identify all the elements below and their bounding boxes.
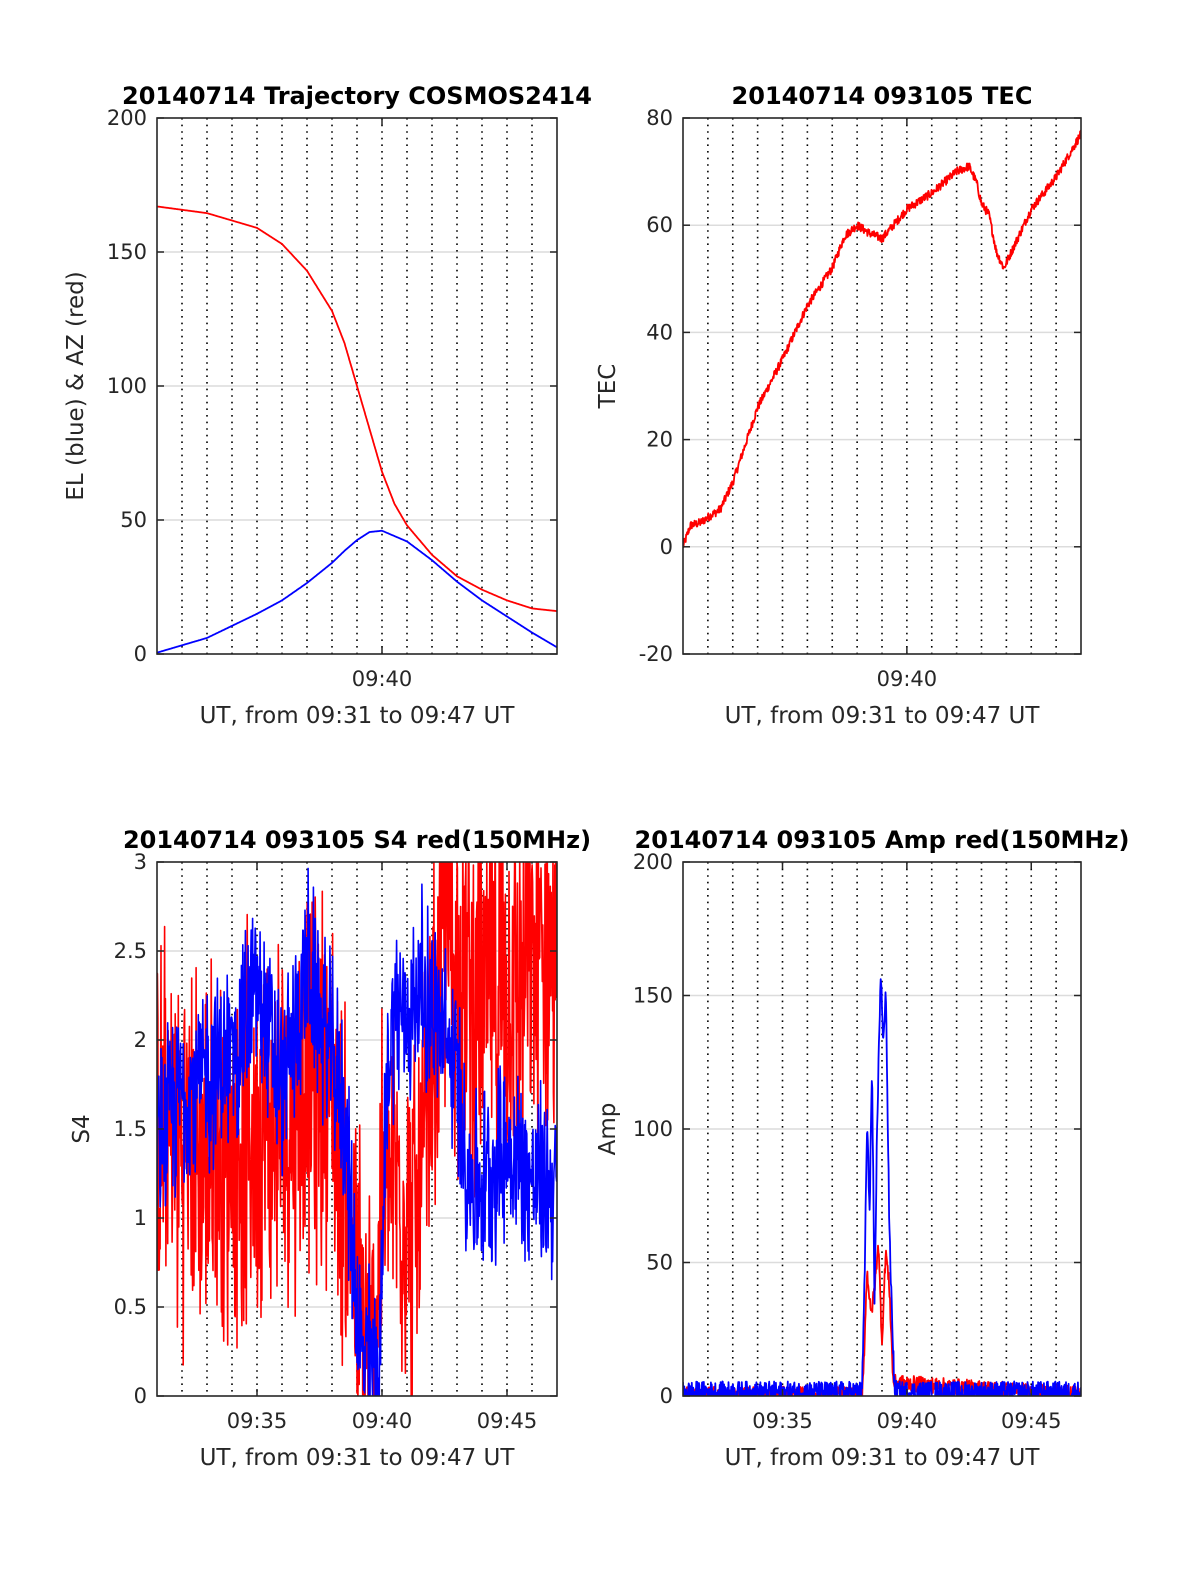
series-line-red — [683, 129, 1081, 549]
series-line-blue — [683, 978, 1081, 1396]
series-line-blue — [157, 529, 557, 654]
y-tick-label: 2 — [134, 1028, 147, 1052]
chart-title: 20140714 093105 TEC — [732, 82, 1033, 110]
y-tick-label: 20 — [646, 428, 673, 452]
y-axis-label: Amp — [595, 1103, 621, 1156]
x-tick-label: 09:45 — [1001, 1409, 1062, 1433]
chart-trajectory: 0 50 100 150 200 09:40 20140714 Trajectory COS… — [63, 82, 592, 729]
x-tick-label: 09:45 — [477, 1409, 538, 1433]
plot-area — [683, 118, 1081, 654]
x-tick-label: 09:40 — [352, 667, 413, 691]
y-tick-label: -20 — [639, 642, 673, 666]
y-tick-label: 100 — [107, 374, 147, 398]
axes-frame — [682, 117, 1082, 655]
y-tick-label: 0.5 — [114, 1295, 147, 1319]
y-tick-label: 0 — [660, 1384, 673, 1408]
x-tick-label: 09:40 — [877, 667, 938, 691]
y-tick-label: 1.5 — [114, 1117, 147, 1141]
y-tick-label: 80 — [646, 106, 673, 130]
y-tick-label: 40 — [646, 320, 673, 344]
series-line-red — [157, 862, 557, 1396]
y-tick-label: 150 — [107, 240, 147, 264]
y-tick-label: 200 — [107, 106, 147, 130]
chart-s4: 0 0.5 1 1.5 2 2.5 3 09:35 09:40 09:45 20140714 093… — [69, 826, 591, 1471]
chart-title: 20140714 093105 Amp red(150MHz) — [635, 826, 1130, 854]
chart-title: 20140714 093105 S4 red(150MHz) — [123, 826, 591, 854]
y-tick-label: 150 — [633, 984, 673, 1008]
y-tick-label: 50 — [120, 508, 147, 532]
x-axis-label: UT, from 09:31 to 09:47 UT — [725, 1445, 1041, 1471]
x-tick-label: 09:35 — [752, 1409, 813, 1433]
series-line-blue — [157, 867, 557, 1396]
chart-title: 20140714 Trajectory COSMOS2414 — [122, 82, 592, 110]
y-tick-label: 3 — [134, 850, 147, 874]
chart-amp: 0 50 100 150 200 09:35 09:40 09:45 20140714 0931… — [595, 826, 1129, 1471]
x-tick-label: 09:35 — [227, 1409, 288, 1433]
x-axis-label: UT, from 09:31 to 09:47 UT — [200, 1445, 516, 1471]
y-tick-label: 0 — [134, 1384, 147, 1408]
y-tick-label: 1 — [134, 1206, 147, 1230]
x-tick-label: 09:40 — [352, 1409, 413, 1433]
y-tick-label: 100 — [633, 1117, 673, 1141]
series-line-red — [157, 205, 557, 612]
y-tick-label: 50 — [646, 1251, 673, 1275]
chart-tec: -20 0 20 40 60 80 09:40 20140714 093105 TEC UT, … — [595, 82, 1082, 729]
y-tick-label: 200 — [633, 850, 673, 874]
y-axis-label: EL (blue) & AZ (red) — [63, 271, 89, 500]
x-axis-label: UT, from 09:31 to 09:47 UT — [725, 703, 1041, 729]
y-axis-label: S4 — [69, 1114, 95, 1143]
x-tick-label: 09:40 — [877, 1409, 938, 1433]
y-tick-label: 2.5 — [114, 939, 147, 963]
y-tick-label: 60 — [646, 213, 673, 237]
y-tick-label: 0 — [660, 535, 673, 559]
x-axis-label: UT, from 09:31 to 09:47 UT — [200, 703, 516, 729]
y-axis-label: TEC — [595, 364, 621, 410]
y-tick-label: 0 — [134, 642, 147, 666]
